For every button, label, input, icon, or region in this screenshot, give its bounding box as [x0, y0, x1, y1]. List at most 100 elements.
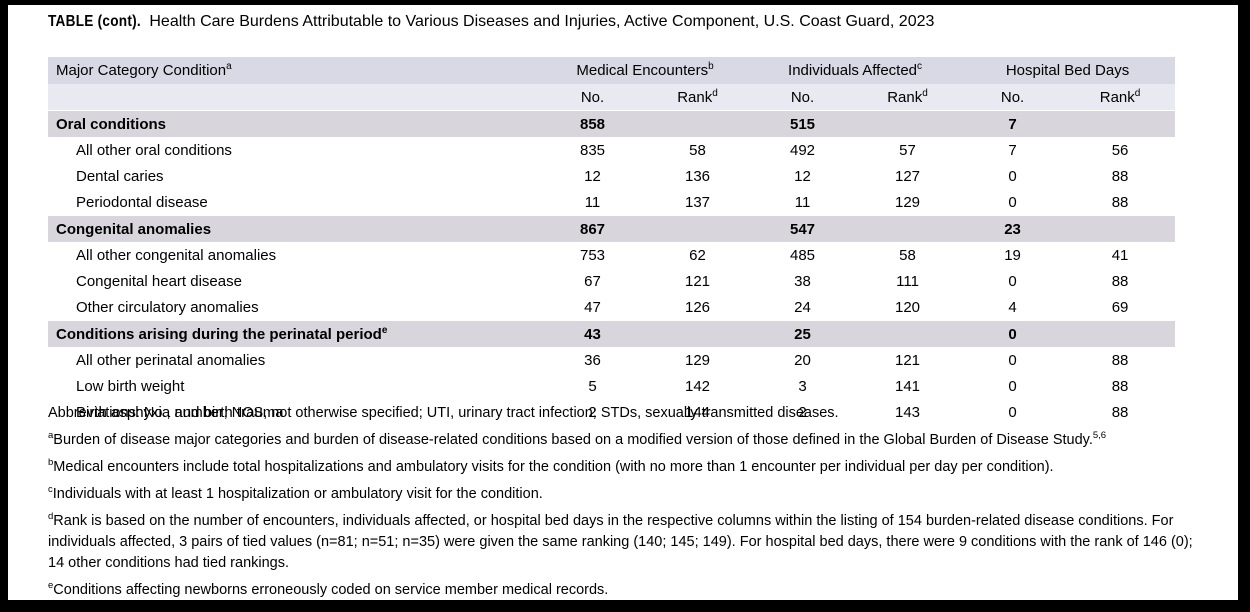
no-cell: 23 [960, 215, 1066, 242]
footnote: Abbreviations: No., number; NOS, not oth… [48, 405, 839, 421]
no-cell: 12 [584, 167, 601, 185]
no-cell: 0 [1008, 377, 1017, 395]
rank-cell: 58 [899, 246, 916, 264]
rank-cell [645, 320, 751, 347]
rank-cell: 57 [899, 141, 916, 159]
no-header-label: No. [1000, 88, 1025, 106]
rank-cell: 111 [896, 272, 919, 290]
table-row: Low birth weight 5 142 3 141 0 88 [48, 373, 1175, 399]
individuals-affected-label: Individuals Affected [788, 62, 918, 79]
no-cell: 0 [1008, 167, 1017, 185]
no-cell: 485 [790, 246, 816, 264]
no-cell: 753 [579, 246, 606, 264]
medical-encounters-sup: b [708, 61, 714, 72]
no-cell: 835 [579, 141, 606, 159]
footnote: bMedical encounters include total hospit… [48, 457, 1054, 475]
rank-cell: 126 [684, 298, 711, 316]
section-label: Congenital anomalies [48, 215, 540, 242]
no-cell: 0 [1008, 272, 1017, 290]
no-cell: 0 [1008, 351, 1017, 369]
rank-header-sup: d [922, 87, 928, 99]
table-header: Major Category Conditiona Medical Encoun… [48, 57, 1176, 111]
me-rank-header: Rankd [645, 84, 751, 111]
medical-encounters-label: Medical Encounters [576, 62, 709, 79]
no-cell: 3 [798, 377, 807, 395]
me-no-header: No. [540, 84, 645, 111]
hbd-no-header: No. [960, 84, 1066, 111]
rank-cell [855, 320, 961, 347]
rank-cell: 69 [1111, 298, 1129, 316]
rank-cell: 88 [1111, 272, 1129, 290]
condition-header-label: Major Category Condition [56, 62, 227, 79]
rank-cell [855, 215, 961, 242]
section-row: Congenital anomalies 867 547 23 [48, 215, 1176, 242]
no-cell: 12 [794, 167, 811, 185]
no-cell: 547 [750, 215, 856, 242]
footnotes: Abbreviations: No., number; NOS, not oth… [48, 403, 1212, 607]
rank-cell: 136 [684, 167, 711, 185]
rank-cell: 121 [684, 272, 711, 290]
no-cell: 43 [540, 320, 645, 347]
rank-cell: 142 [684, 377, 711, 395]
rank-header-label: Rank [677, 88, 713, 106]
rank-cell: 137 [684, 193, 711, 211]
no-cell: 2 [588, 403, 597, 421]
table-title-label: TABLE (cont). [48, 13, 141, 30]
condition-cell: All other oral conditions [76, 141, 232, 159]
table-row: Other circulatory anomalies 47 126 24 120 4 69 [48, 294, 1175, 321]
rank-cell [1065, 215, 1176, 242]
ia-no-header: No. [750, 84, 856, 111]
group-header-row: Major Category Conditiona Medical Encoun… [48, 57, 1176, 84]
rank-cell: 141 [895, 377, 921, 395]
no-cell: 0 [960, 320, 1066, 347]
condition-cell: Congenital heart disease [76, 272, 242, 290]
rank-cell: 41 [1111, 246, 1129, 264]
rank-cell: 121 [895, 351, 921, 369]
rank-cell [645, 110, 751, 137]
rank-cell: 88 [1111, 193, 1129, 211]
table-row: Periodontal disease 11 137 11 129 0 88 [48, 189, 1175, 216]
section-row: Oral conditions 858 515 7 [48, 110, 1176, 137]
condition-header-sup: a [226, 61, 232, 72]
no-cell: 5 [588, 377, 597, 395]
table-row: Dental caries 12 136 12 127 0 88 [48, 163, 1175, 189]
no-cell: 867 [540, 215, 645, 242]
table-row: All other perinatal anomalies 36 129 20 121 0… [48, 347, 1175, 373]
rank-cell: 88 [1111, 377, 1129, 395]
rank-cell [1065, 320, 1176, 347]
footnote: dRank is based on the number of encounte… [48, 511, 1193, 571]
individuals-affected-header: Individuals Affectedc [750, 57, 961, 84]
rank-header-sup: d [712, 87, 718, 99]
rank-cell: 144 [684, 403, 711, 421]
rank-header-sup: d [1134, 87, 1141, 99]
no-cell: 7 [1008, 141, 1017, 159]
no-cell: 24 [794, 298, 811, 316]
footnote: aBurden of disease major categories and … [48, 430, 1107, 448]
no-cell: 11 [584, 193, 601, 211]
condition-cell: Periodontal disease [76, 193, 208, 211]
rank-cell [855, 110, 961, 137]
rank-cell: 127 [895, 167, 921, 185]
section-label: Oral conditions [48, 110, 540, 137]
condition-cell: Dental caries [76, 167, 164, 185]
rank-cell: 88 [1111, 351, 1129, 369]
hospital-bed-days-header: Hospital Bed Days [960, 57, 1176, 84]
rank-cell: 62 [689, 246, 706, 264]
rank-cell: 129 [895, 193, 921, 211]
burden-table: Major Category Conditiona Medical Encoun… [48, 57, 1176, 425]
rank-cell: 88 [1111, 403, 1129, 421]
table-row: All other oral conditions 835 58 492 57 7 56 [48, 137, 1175, 163]
table-row: Congenital heart disease 67 121 38 111 0 88 [48, 268, 1175, 294]
no-cell: 0 [1008, 403, 1017, 421]
no-cell: 67 [584, 272, 601, 290]
table-title: TABLE (cont). Health Care Burdens Attribu… [48, 13, 934, 31]
rank-cell: 88 [1111, 167, 1129, 185]
condition-column-header: Major Category Conditiona [48, 57, 540, 84]
no-cell: 25 [750, 320, 856, 347]
rank-cell: 58 [689, 141, 706, 159]
rank-cell: 56 [1111, 141, 1129, 159]
no-cell: 20 [794, 351, 811, 369]
rank-cell: 129 [684, 351, 711, 369]
ia-rank-header: Rankd [855, 84, 961, 111]
footnote: cIndividuals with at least 1 hospitaliza… [48, 484, 543, 502]
